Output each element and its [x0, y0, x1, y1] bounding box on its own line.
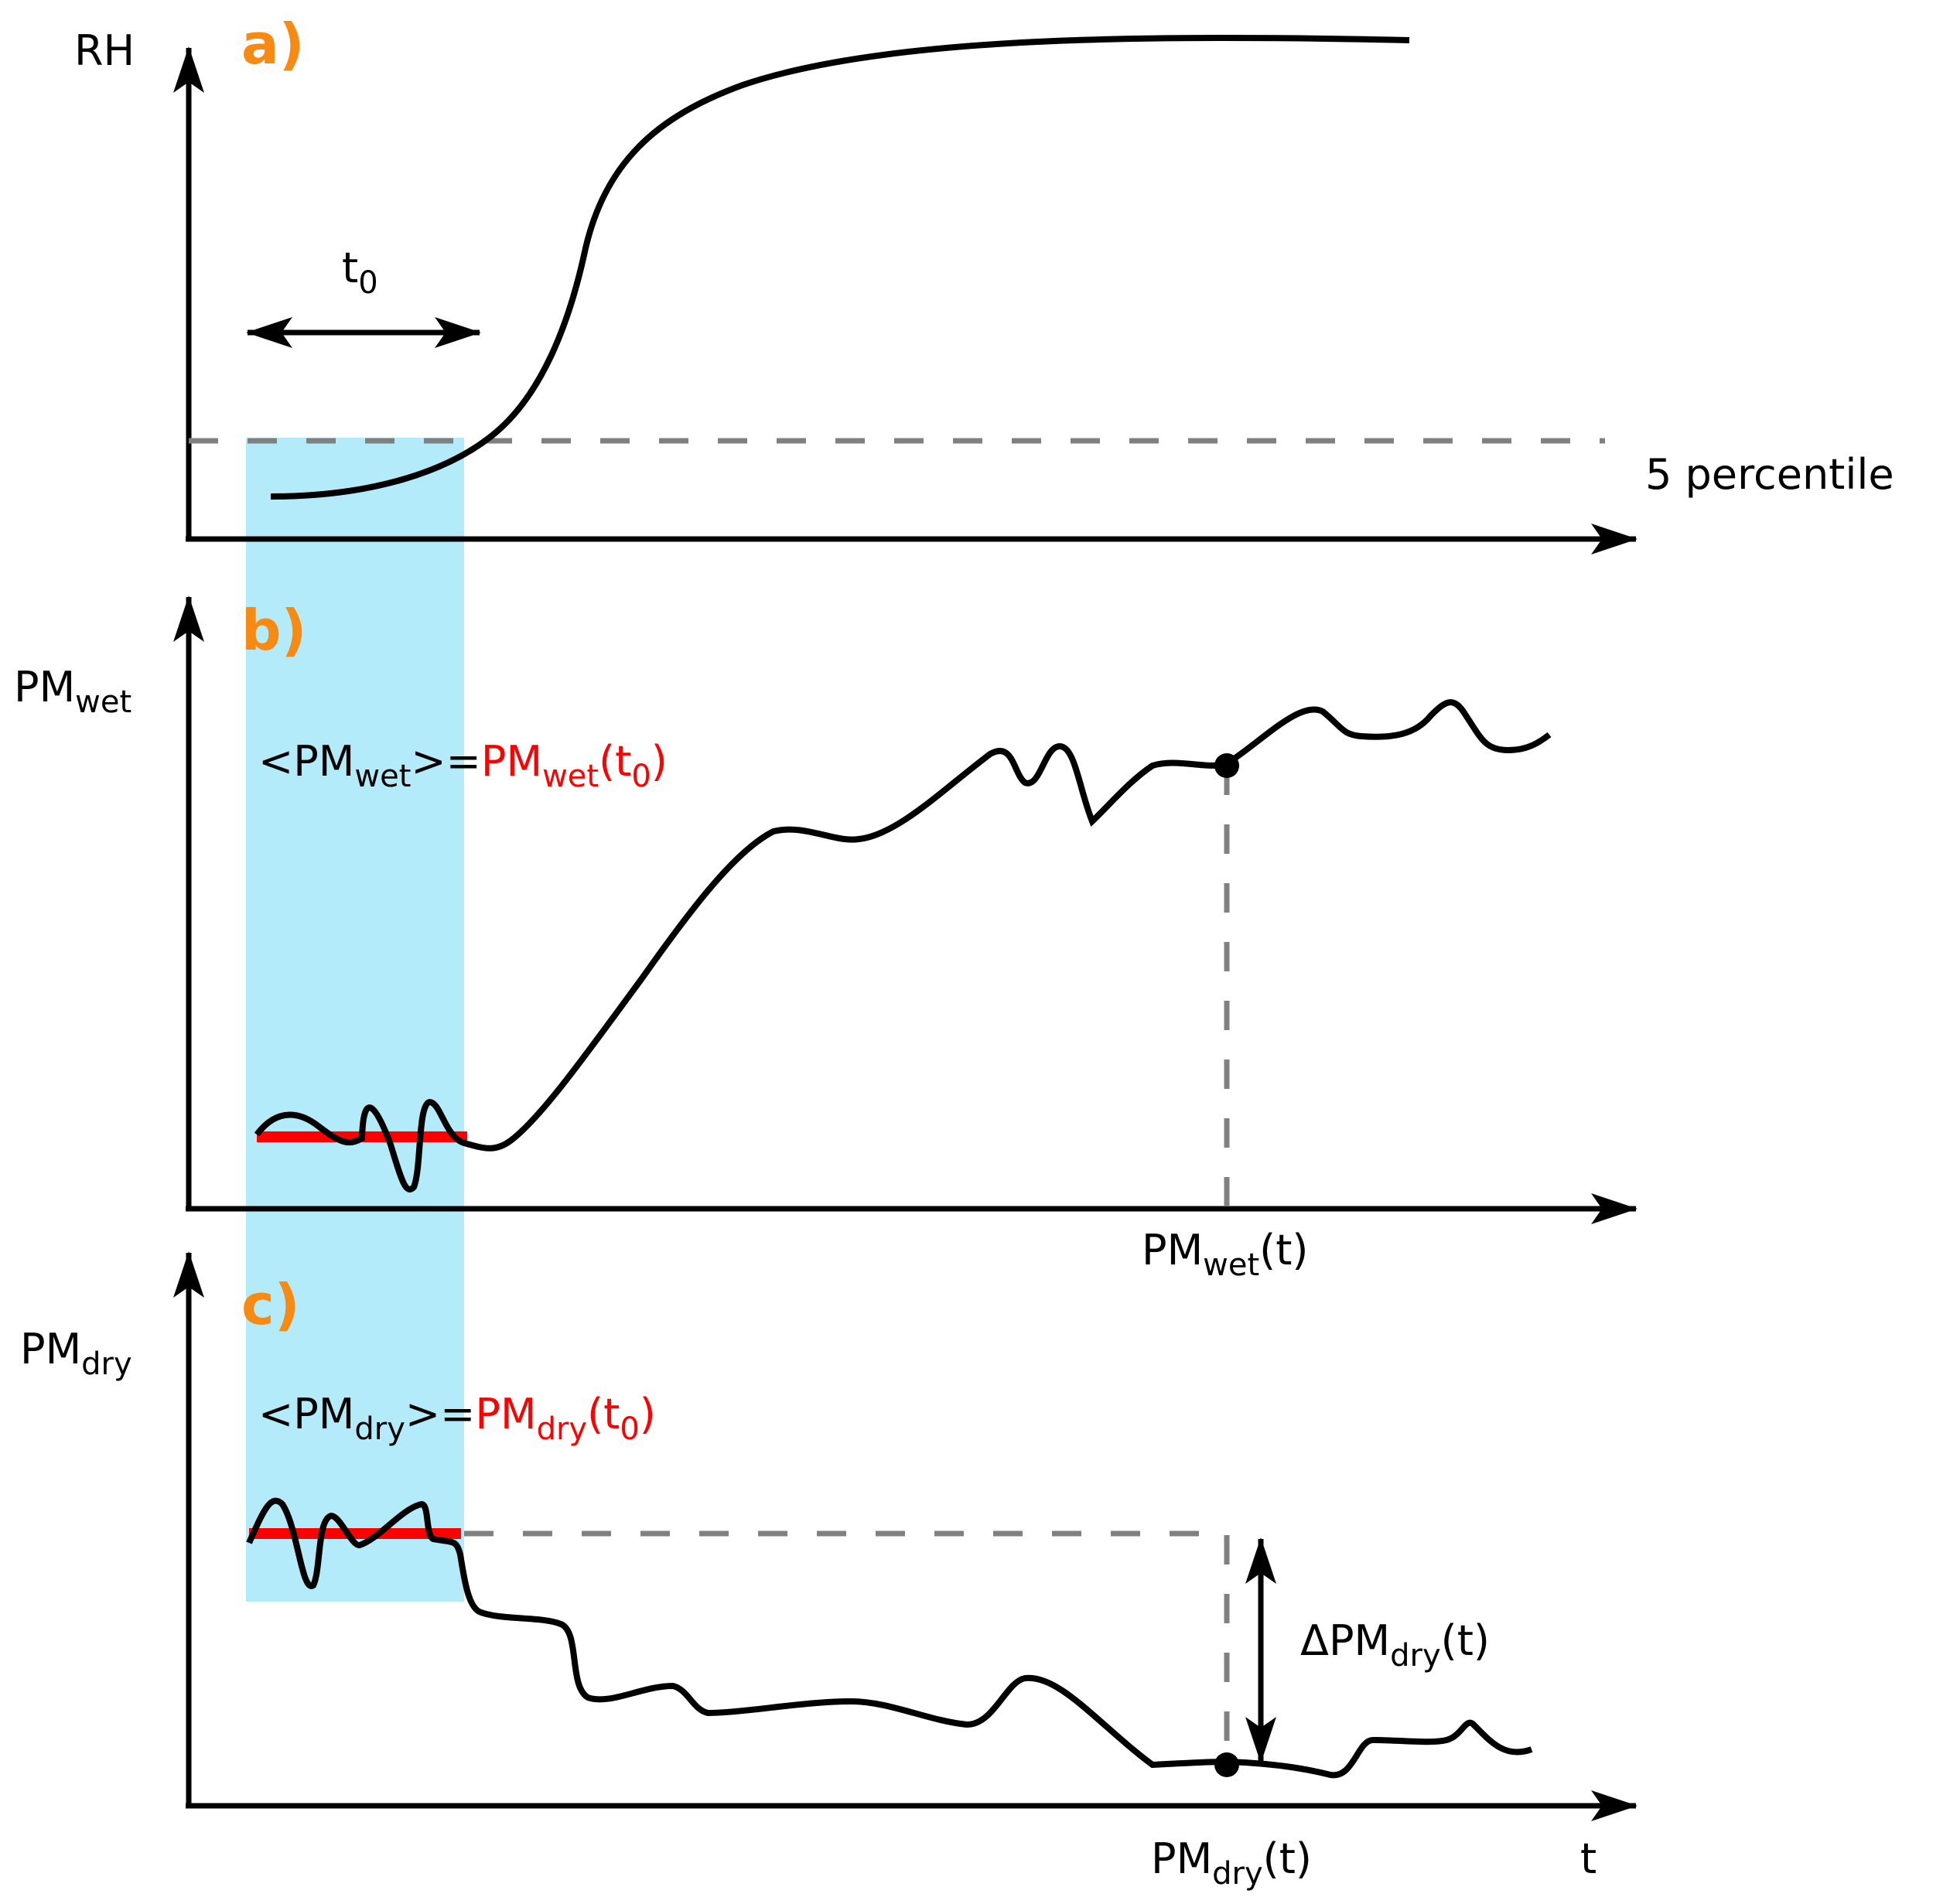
- pm-dry-marker: [1214, 1752, 1239, 1777]
- time-axis-label: t: [1580, 1834, 1597, 1883]
- pm-wet-marker: [1214, 753, 1239, 778]
- svg-text:PMwet: PMwet: [14, 663, 131, 720]
- panel-a-y-label: RH: [74, 26, 135, 75]
- t0-label-sub: 0: [358, 265, 377, 301]
- panel-b-y-label: PM: [14, 663, 75, 711]
- panel-c-tag: c): [241, 1272, 300, 1337]
- pm-wet-equation: <PMwet>=PMwet(t0): [258, 737, 668, 794]
- panel-b-y-label-sub: wet: [75, 684, 131, 720]
- panel-b-tag: b): [241, 598, 306, 663]
- pm-dry-marker-label: PMdry(t): [1151, 1834, 1312, 1892]
- pm-dry-curve: [246, 1497, 1533, 1779]
- svg-text:PMdry: PMdry: [20, 1325, 132, 1382]
- panel-a-tag: a): [241, 12, 305, 77]
- pm-dry-equation: <PMdry>=PMdry(t0): [258, 1390, 656, 1447]
- threshold-label: 5 percentile: [1645, 450, 1894, 499]
- panel-c: c) PMdry <PMdry>=PMdry(t0) ΔPMdry(t) PMd…: [20, 1251, 1638, 1892]
- panel-a: a) RH t0 5 percentile: [74, 12, 1894, 554]
- pm-wet-marker-label: PMwet(t): [1142, 1226, 1308, 1283]
- t0-label: t: [342, 244, 358, 292]
- pm-dry-reference-line: [464, 1530, 1230, 1763]
- panel-c-y-label: PM: [20, 1325, 81, 1373]
- panel-b: b) PMwet <PMwet>=PMwet(t0) PMwet(t): [14, 595, 1638, 1283]
- rh-curve: [270, 34, 1410, 500]
- panel-c-y-label-sub: dry: [81, 1346, 132, 1382]
- pm-wet-curve: [254, 699, 1552, 1193]
- delta-pm-dry-label: ΔPMdry(t): [1300, 1616, 1490, 1674]
- svg-text:t0: t0: [342, 244, 378, 301]
- baseline-window-band: [246, 438, 464, 1602]
